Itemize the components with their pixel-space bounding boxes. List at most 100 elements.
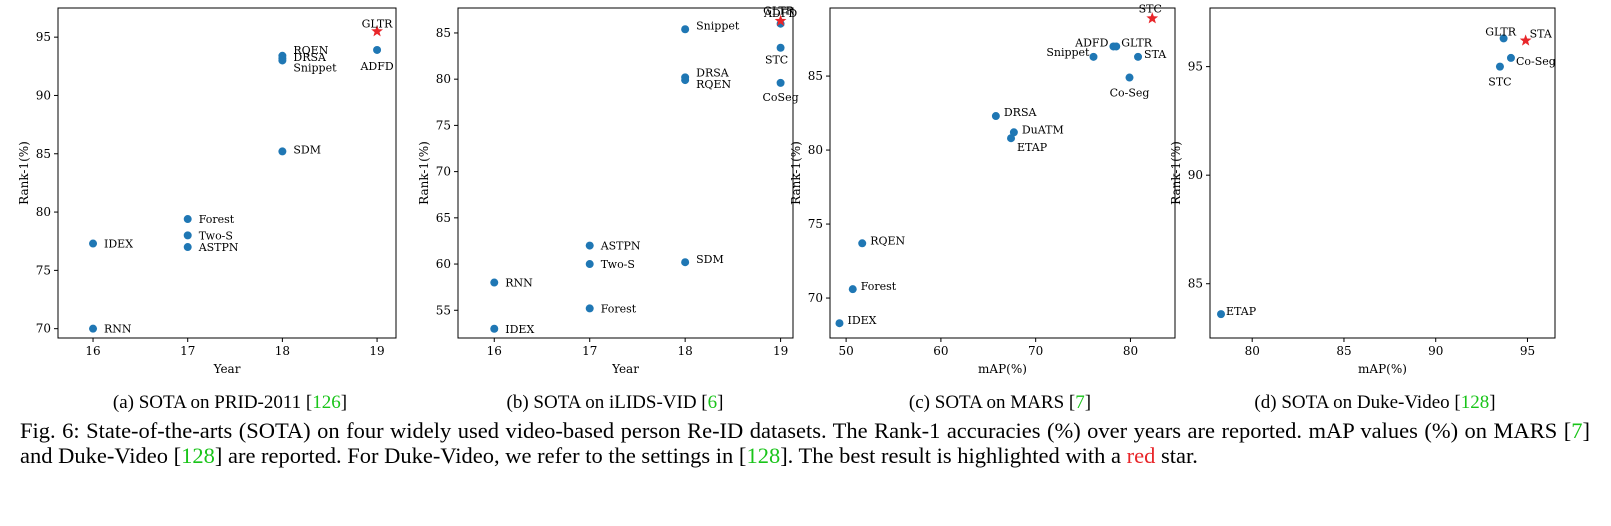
y-tick-label: 70 <box>808 291 823 305</box>
point-label: DRSA <box>1004 106 1038 119</box>
y-tick-label: 65 <box>436 211 451 225</box>
plot-frame <box>1209 7 1556 339</box>
x-tick-label: 60 <box>933 344 948 358</box>
figure-caption-part4: ]. The best result is highlighted with a <box>780 442 1127 468</box>
subcaption-b-suffix: ] <box>717 392 724 413</box>
data-point <box>278 56 287 65</box>
point-label: Forest <box>861 280 897 293</box>
plot-frame <box>829 7 1176 339</box>
x-tick-label: 70 <box>1028 344 1043 358</box>
data-point <box>183 231 192 240</box>
point-label: STC <box>765 54 788 67</box>
point-label: ADFD <box>1074 36 1108 49</box>
y-tick-label: 75 <box>808 217 823 231</box>
point-label: RNN <box>505 277 533 290</box>
point-label: GLTR <box>763 5 795 18</box>
y-tick-label: 75 <box>36 263 51 277</box>
point-label: Two-S <box>199 229 233 242</box>
point-label: ASTPN <box>600 240 641 253</box>
chart-d-svg: 80 85 90 95 85 90 95 mAP(%) Rank-1(%) ETAP STC Co-S… <box>1169 7 1556 376</box>
subcaption-a-ref[interactable]: 126 <box>312 392 341 413</box>
point-label: IDEX <box>104 238 133 251</box>
x-tick-label: 18 <box>275 344 290 358</box>
x-tick-label: 19 <box>369 344 384 358</box>
y-tick-label: 80 <box>436 72 451 86</box>
point-label: ETAP <box>1226 305 1257 318</box>
x-axis-label: mAP(%) <box>978 362 1027 376</box>
point-label: GLTR <box>1121 36 1153 49</box>
data-point <box>1009 128 1018 137</box>
point-label: Snippet <box>293 61 337 74</box>
data-point <box>585 260 594 269</box>
y-tick-label: 70 <box>436 165 451 179</box>
best-result-star <box>371 25 383 37</box>
point-label: RQEN <box>870 234 905 247</box>
figure-caption-red-word: red <box>1126 442 1156 468</box>
figure-caption-part2: ] and Duke-Video [ <box>20 418 1590 468</box>
point-label: Forest <box>601 302 637 315</box>
x-axis-label: Year <box>611 362 639 376</box>
point-label: ETAP <box>1017 141 1048 154</box>
figure-caption-ref-1[interactable]: 7 <box>1571 418 1583 443</box>
point-label: DRSA <box>696 66 730 79</box>
point-label: STC <box>1488 76 1511 89</box>
point-label: ASTPN <box>198 241 239 254</box>
y-tick-label: 95 <box>36 30 51 44</box>
point-label: STC <box>1139 2 1162 15</box>
best-result-star <box>774 14 787 26</box>
y-tick-label: 80 <box>808 143 823 157</box>
data-point <box>858 239 867 248</box>
point-label: RQEN <box>293 44 328 57</box>
data-point <box>776 78 785 87</box>
figure-caption: Fig. 6: State-of-the-arts (SOTA) on four… <box>20 418 1590 468</box>
point-label: ADFD <box>763 7 797 20</box>
point-label: IDEX <box>847 314 876 327</box>
y-axis-label: Rank-1(%) <box>1169 141 1183 205</box>
data-point <box>585 304 594 313</box>
y-axis-label: Rank-1(%) <box>17 141 31 205</box>
data-point <box>183 243 192 252</box>
y-tick-label: 60 <box>436 257 451 271</box>
point-label: Co-Seg <box>1110 87 1150 100</box>
x-axis-label: mAP(%) <box>1358 362 1407 376</box>
point-label: ADFD <box>359 60 393 73</box>
data-point <box>681 25 690 34</box>
subcaption-a-suffix: ] <box>340 392 348 413</box>
chart-a-svg: 16 17 18 19 70 75 80 85 90 95 Year Rank-1(%) RNN IDEX… <box>17 7 397 376</box>
data-point <box>1125 73 1134 82</box>
data-point <box>1134 52 1143 61</box>
subcaption-b-ref[interactable]: 6 <box>707 392 718 413</box>
y-tick-label: 80 <box>36 205 51 219</box>
data-point <box>1499 34 1508 43</box>
point-label: Snippet <box>696 19 740 32</box>
data-point <box>1112 42 1121 51</box>
x-axis-label: Year <box>213 362 241 376</box>
figure-caption-ref-2[interactable]: 128 <box>181 442 215 468</box>
data-point <box>278 147 287 156</box>
y-tick-label: 90 <box>1188 168 1203 182</box>
data-point <box>1495 62 1504 71</box>
x-tick-label: 17 <box>180 344 195 358</box>
plot-frame <box>57 7 397 339</box>
subcaption-c-ref[interactable]: 7 <box>1075 392 1085 413</box>
point-label: DRSA <box>293 51 327 64</box>
data-point <box>585 241 594 250</box>
figure-caption-part1: Fig. 6: State-of-the-arts (SOTA) on four… <box>20 418 1572 443</box>
subcaption-d-ref[interactable]: 128 <box>1460 392 1490 413</box>
data-point <box>681 73 690 82</box>
point-label: CoSeg <box>763 91 799 104</box>
chart-panel-c: 50 60 70 80 70 75 80 85 mAP(%) Rank-1(%) IDEX Fores… <box>785 0 1180 380</box>
x-tick-label: 16 <box>85 344 100 358</box>
subcaption-a: (a) SOTA on PRID-2011 [126] <box>60 392 400 414</box>
figure-caption-ref-3[interactable]: 128 <box>746 442 781 468</box>
data-point <box>490 324 499 333</box>
y-tick-label: 75 <box>436 118 451 132</box>
subcaption-c: (c) SOTA on MARS [7] <box>830 392 1170 414</box>
subcaption-d-text: (d) SOTA on Duke-Video [ <box>1254 392 1461 413</box>
chart-panel-b: 16 17 18 19 55 60 65 70 75 80 85 Year Rank-1(%) IDEX R… <box>395 0 799 380</box>
point-label: STA <box>1144 48 1167 61</box>
point-label: RNN <box>104 323 132 336</box>
subcaption-d-suffix: ] <box>1489 392 1496 413</box>
data-point <box>776 43 785 52</box>
y-tick-label: 70 <box>36 322 51 336</box>
